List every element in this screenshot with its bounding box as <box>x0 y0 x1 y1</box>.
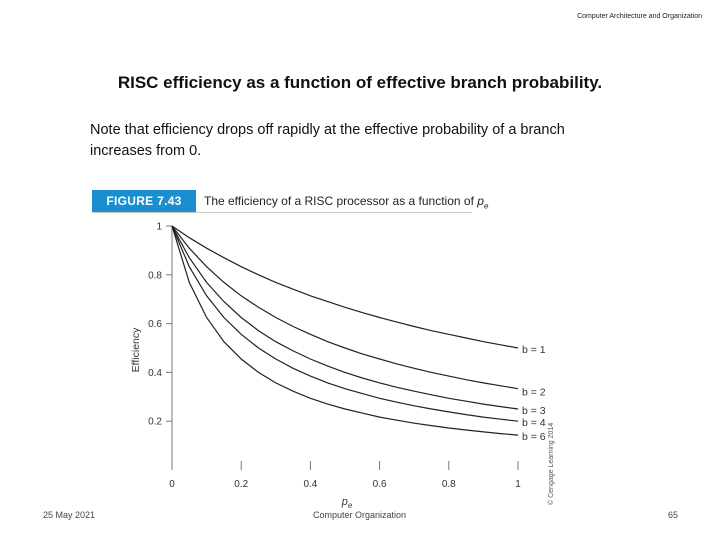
x-tick-label: 0.8 <box>442 479 456 490</box>
x-axis-label-subscript: e <box>348 501 353 510</box>
series-label-5: b = 6 <box>522 431 546 443</box>
series-label-2: b = 2 <box>522 387 546 399</box>
y-tick-label: 0.6 <box>148 319 162 330</box>
x-tick-label: 0.6 <box>373 479 387 490</box>
series-line-1 <box>171 225 519 349</box>
y-tick-label: 0.2 <box>148 417 162 428</box>
footer-course: Computer Organization <box>313 510 407 520</box>
series-line-5 <box>171 225 519 436</box>
x-axis-label-symbol: p <box>341 496 348 508</box>
x-tick-label: 0.4 <box>303 479 317 490</box>
figure-caption: The efficiency of a RISC processor as a … <box>204 194 488 210</box>
series-line-3 <box>171 225 519 410</box>
figure-caption-symbol: p <box>477 194 484 208</box>
series-label-3: b = 3 <box>522 405 546 417</box>
x-tick-label: 1 <box>515 479 521 490</box>
x-tick-label: 0.2 <box>234 479 248 490</box>
figure-rule <box>92 212 472 213</box>
figure-caption-subscript: e <box>483 201 489 211</box>
slide-body-text: Note that efficiency drops off rapidly a… <box>90 122 565 159</box>
series-label-1: b = 1 <box>522 344 546 356</box>
y-tick-label: 1 <box>156 222 162 233</box>
series-label-4: b = 4 <box>522 417 546 429</box>
y-axis-label: Efficiency <box>130 327 142 372</box>
x-axis-label: pe <box>341 496 353 510</box>
series-line-2 <box>171 225 519 390</box>
x-tick-label: 0 <box>169 479 175 490</box>
footer-page-number: 65 <box>667 510 678 520</box>
y-tick-label: 0.8 <box>148 270 162 281</box>
slide-title: RISC efficiency as a function of effecti… <box>117 73 603 92</box>
figure-caption-text: The efficiency of a RISC processor as a … <box>204 194 474 208</box>
y-tick-label: 0.4 <box>148 368 162 379</box>
figure-label: FIGURE 7.43 <box>92 190 196 212</box>
copyright-note: © Cengage Learning 2014 <box>548 422 555 505</box>
series-line-4 <box>171 225 519 422</box>
header-note: Computer Architecture and Organization <box>577 13 702 20</box>
footer-date: 25 May 2021 <box>43 510 96 520</box>
